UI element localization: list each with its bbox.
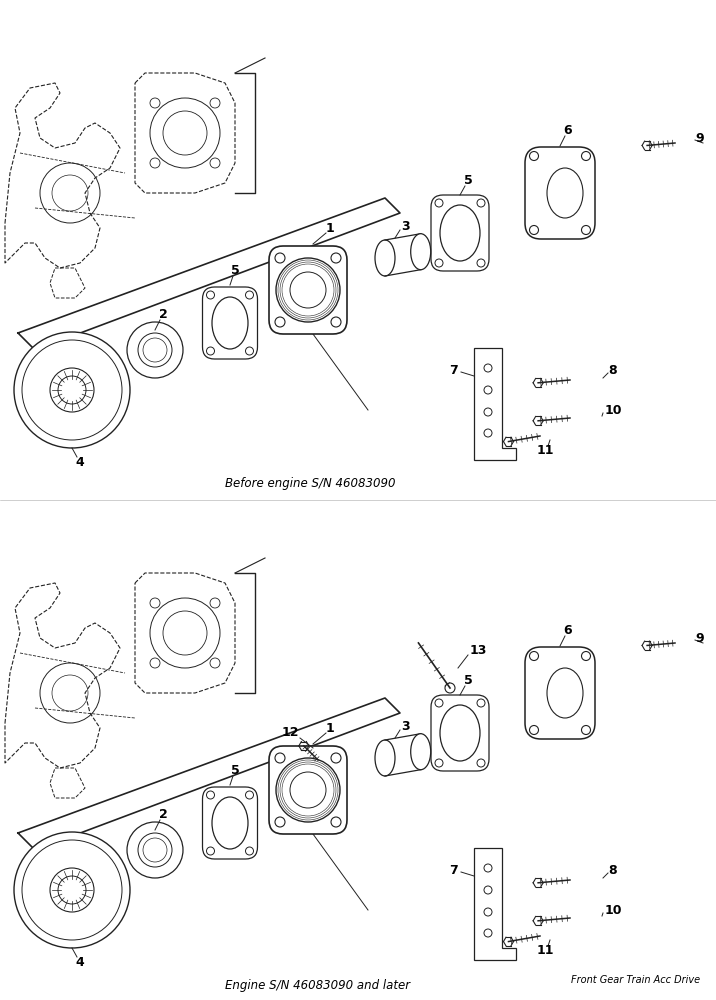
Text: 10: 10 [604,904,621,916]
Polygon shape [474,848,516,960]
Text: 8: 8 [609,363,617,376]
Text: 1: 1 [326,722,334,734]
Text: 7: 7 [449,863,458,876]
Polygon shape [18,698,400,850]
Text: 7: 7 [449,363,458,376]
Polygon shape [474,348,516,460]
FancyBboxPatch shape [525,647,595,739]
Text: 13: 13 [469,644,487,656]
Text: 1: 1 [326,222,334,234]
Text: 6: 6 [563,624,572,638]
Text: 12: 12 [281,726,299,738]
Text: 4: 4 [76,956,84,968]
Text: 10: 10 [604,403,621,416]
Text: 5: 5 [464,674,473,688]
Ellipse shape [375,240,395,276]
Text: 4: 4 [76,456,84,468]
Ellipse shape [411,234,431,270]
Text: 3: 3 [401,720,410,732]
Text: Engine S/N 46083090 and later: Engine S/N 46083090 and later [225,979,410,992]
Text: 11: 11 [536,944,553,956]
FancyBboxPatch shape [269,746,347,834]
Text: 2: 2 [159,808,168,822]
Text: Front Gear Train Acc Drive: Front Gear Train Acc Drive [571,975,700,985]
FancyBboxPatch shape [203,287,258,359]
Text: Before engine S/N 46083090: Before engine S/N 46083090 [225,477,395,490]
Circle shape [14,832,130,948]
Polygon shape [18,198,400,350]
FancyBboxPatch shape [431,195,489,271]
Text: 5: 5 [231,764,239,778]
Text: 9: 9 [696,632,705,645]
Text: 2: 2 [159,308,168,322]
Text: 5: 5 [231,264,239,277]
Circle shape [127,822,183,878]
Text: 8: 8 [609,863,617,876]
Text: 5: 5 [464,174,473,188]
Ellipse shape [411,734,431,770]
FancyBboxPatch shape [269,246,347,334]
FancyBboxPatch shape [203,787,258,859]
Text: 3: 3 [401,220,410,232]
FancyBboxPatch shape [525,147,595,239]
FancyBboxPatch shape [431,695,489,771]
Circle shape [127,322,183,378]
Text: 9: 9 [696,131,705,144]
Text: 11: 11 [536,444,553,456]
Circle shape [14,332,130,448]
Text: 6: 6 [563,124,572,137]
Ellipse shape [375,740,395,776]
